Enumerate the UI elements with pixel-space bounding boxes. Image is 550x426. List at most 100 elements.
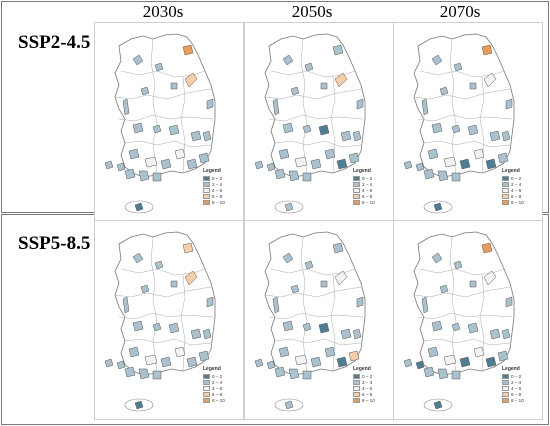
district-region: [134, 400, 144, 410]
district-region: [190, 328, 202, 340]
district-region: [122, 98, 130, 116]
district-region: [451, 124, 461, 134]
district-region: [254, 358, 264, 368]
district-region: [284, 400, 294, 410]
legend-label: 0 – 2: [212, 373, 223, 379]
column-header-3: 2070s: [439, 2, 481, 21]
legend-item: 0 – 2: [353, 373, 387, 379]
district-region: [423, 168, 435, 180]
district-region: [288, 368, 300, 380]
province-boundary: [479, 274, 485, 372]
district-region: [174, 346, 186, 358]
legend-item: 0 – 2: [203, 175, 237, 181]
legend-item: 8 – 10: [353, 199, 387, 205]
legend-item: 8 – 10: [203, 199, 237, 205]
legend-swatch: [353, 199, 360, 205]
legend-item: 0 – 2: [353, 175, 387, 181]
legend-item: 4 – 6: [502, 385, 536, 391]
district-region: [340, 130, 352, 142]
legend-item: 6 – 8: [502, 391, 536, 397]
province-boundary: [300, 236, 308, 374]
district-region: [453, 260, 463, 270]
district-region: [473, 148, 485, 160]
district-region: [467, 322, 479, 334]
district-region: [489, 130, 501, 142]
district-region: [144, 354, 158, 366]
district-region: [132, 54, 144, 66]
district-region: [274, 366, 286, 378]
legend-item: 6 – 8: [502, 193, 536, 199]
province-boundary: [419, 70, 505, 78]
district-region: [278, 148, 290, 160]
province-boundary: [419, 268, 505, 276]
district-region: [485, 158, 497, 170]
district-region: [294, 354, 308, 366]
district-region: [459, 356, 471, 368]
legend-label: 6 – 8: [362, 391, 373, 397]
legend-swatch: [203, 181, 210, 187]
district-region: [282, 122, 294, 134]
legend-label: 2 – 4: [212, 379, 223, 385]
district-region: [302, 370, 312, 380]
district-region: [437, 368, 449, 380]
row-label-ssp245: SSP2-4.5: [18, 32, 91, 53]
district-region: [433, 400, 443, 410]
column-header-2: 2050s: [291, 2, 333, 21]
district-region: [174, 148, 186, 160]
province-boundary: [274, 338, 362, 346]
district-region: [501, 130, 511, 142]
district-region: [352, 130, 362, 142]
legend-item: 4 – 6: [203, 187, 237, 193]
district-region: [132, 122, 144, 134]
legend-item: 2 – 4: [203, 181, 237, 187]
korea-map: [403, 231, 515, 412]
district-region: [505, 98, 513, 110]
legend-label: 6 – 8: [511, 193, 522, 199]
district-region: [288, 170, 300, 182]
district-region: [427, 346, 439, 358]
province-boundary: [479, 76, 485, 174]
korea-map: [104, 33, 216, 214]
legend-item: 0 – 2: [502, 175, 536, 181]
province-boundary: [268, 114, 364, 122]
legend-swatch: [502, 373, 509, 379]
legend-label: 6 – 8: [511, 391, 522, 397]
legend-swatch: [502, 385, 509, 391]
legend-label: 4 – 6: [511, 385, 522, 391]
district-region: [439, 86, 449, 96]
legend-swatch: [353, 385, 360, 391]
district-region: [348, 152, 360, 164]
district-region: [310, 158, 322, 170]
province-boundary: [264, 286, 362, 298]
legend-swatch: [203, 373, 210, 379]
province-boundary: [270, 268, 356, 276]
legend-label: 0 – 2: [511, 373, 522, 379]
district-region: [483, 270, 497, 286]
district-region: [170, 82, 178, 90]
legend-swatch: [502, 181, 509, 187]
legend-title: Legend: [353, 366, 371, 372]
district-region: [152, 322, 162, 332]
district-region: [160, 356, 172, 368]
district-region: [481, 242, 493, 254]
district-region: [282, 252, 294, 264]
district-region: [272, 98, 280, 116]
legend-label: 0 – 2: [212, 175, 223, 181]
legend-label: 4 – 6: [362, 385, 373, 391]
province-boundary: [423, 338, 511, 346]
legend-item: 2 – 4: [502, 379, 536, 385]
district-region: [154, 62, 164, 72]
district-region: [184, 270, 198, 286]
legend-swatch: [502, 391, 509, 397]
legend-title: Legend: [353, 168, 371, 174]
district-region: [451, 172, 461, 182]
legend-swatch: [502, 175, 509, 181]
legend-swatch: [502, 379, 509, 385]
district-region: [202, 130, 212, 142]
district-region: [186, 356, 198, 368]
district-region: [124, 168, 136, 180]
district-region: [324, 346, 336, 358]
district-region: [497, 350, 509, 362]
legend-item: 6 – 8: [353, 193, 387, 199]
